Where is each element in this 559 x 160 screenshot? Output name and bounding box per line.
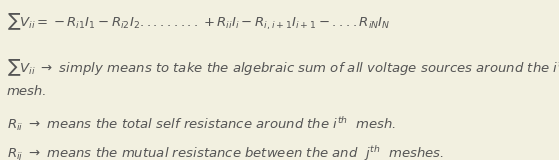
Text: $\sum V_{ii} = -R_{i1}I_1 - R_{i2}I_2.........+R_{ii}I_i - R_{i,i+1}I_{i+1} - ..: $\sum V_{ii} = -R_{i1}I_1 - R_{i2}I_2...… xyxy=(7,11,390,32)
Text: $\sum V_{ii}$ $\rightarrow$ simply means to take the algebraic sum of all voltag: $\sum V_{ii}$ $\rightarrow$ simply means… xyxy=(7,58,559,78)
Text: mesh.: mesh. xyxy=(7,85,47,98)
Text: $R_{ij}$ $\rightarrow$ means the mutual resistance between the and  $j^{th}$  me: $R_{ij}$ $\rightarrow$ means the mutual … xyxy=(7,144,444,160)
Text: $R_{ii}$ $\rightarrow$ means the total self resistance around the $i^{th}$  mesh: $R_{ii}$ $\rightarrow$ means the total s… xyxy=(7,115,396,133)
